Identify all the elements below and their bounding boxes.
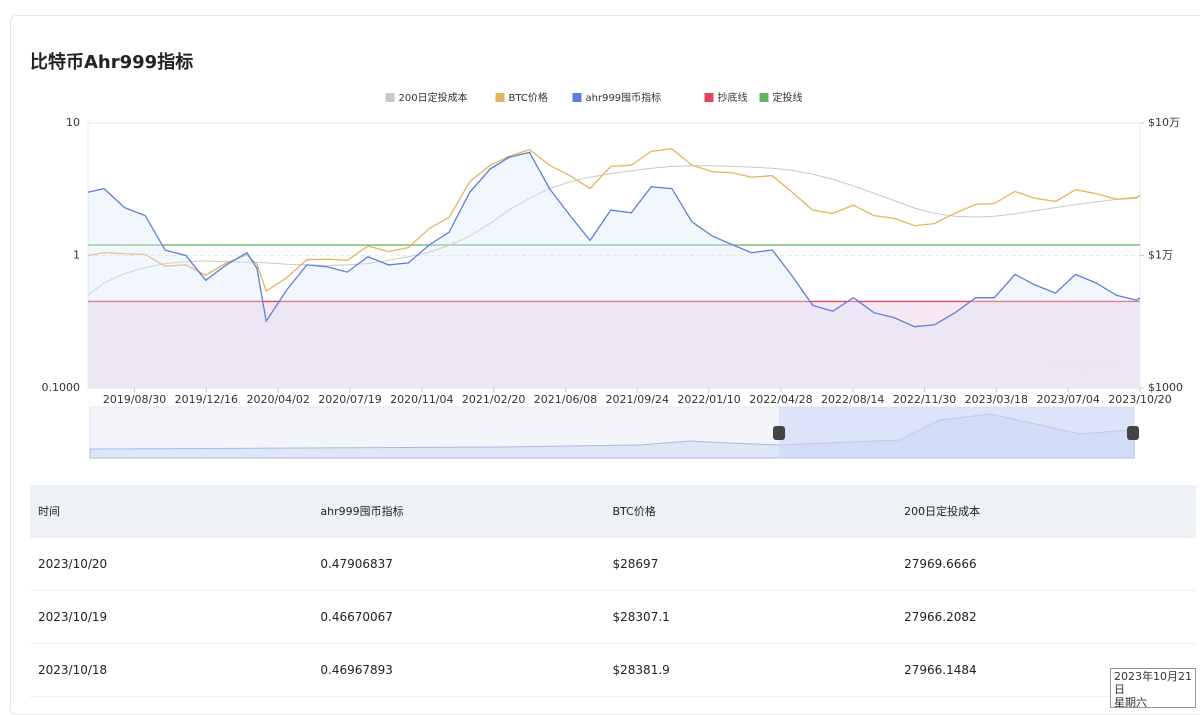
y2-tick-label: $1万 — [1148, 249, 1173, 262]
legend-swatch — [572, 93, 582, 102]
x-tick-label: 2020/07/19 — [318, 393, 381, 406]
data-table: 时间 ahr999囤币指标 BTC价格 200日定投成本 2023/10/20 0.47… — [30, 485, 1196, 697]
x-tick-label: 2023/03/18 — [965, 393, 1028, 406]
y-tick-label: 1 — [73, 249, 80, 262]
slider-handle[interactable] — [773, 426, 785, 440]
tooltip-weekday: 星期六 — [1114, 696, 1147, 709]
table-header: 时间 ahr999囤币指标 BTC价格 200日定投成本 — [30, 485, 1196, 538]
y-tick-label: 10 — [66, 116, 80, 129]
area — [88, 152, 1140, 388]
legend-label: 抄底线 — [718, 91, 748, 104]
x-tick-label: 2023/10/20 — [1108, 393, 1171, 406]
x-tick-label: 2021/02/20 — [462, 393, 525, 406]
table-cell: 27969.6666 — [896, 537, 1196, 591]
tooltip-date: 2023年10月21日 — [1114, 670, 1192, 696]
zone-below — [88, 301, 1140, 388]
page-title: 比特币Ahr999指标 — [30, 52, 194, 73]
table-cell: $28381.9 — [604, 643, 897, 697]
series-line — [87, 148, 1141, 292]
table-row: 2023/10/20 0.47906837 $28697 27969.6666 — [30, 537, 1196, 591]
x-tick-label: 2021/06/08 — [534, 393, 597, 406]
series-line — [87, 165, 1141, 296]
x-tick-label: 2022/04/28 — [749, 393, 812, 406]
chart: coinglass 0.1000110$1000$1万$10万2019/08/3… — [42, 91, 1183, 459]
slider-handle[interactable] — [1127, 426, 1139, 440]
y-tick-label: 0.1000 — [42, 381, 81, 394]
x-tick-label: 2019/12/16 — [175, 393, 238, 406]
table-row: 2023/10/19 0.46670067 $28307.1 27966.2082 — [30, 590, 1196, 644]
table-cell: 2023/10/19 — [30, 590, 313, 644]
date-tooltip: 2023年10月21日 星期六 — [1110, 668, 1196, 709]
legend-swatch — [759, 93, 769, 102]
x-tick-label: 2021/09/24 — [606, 393, 669, 406]
page: 比特币Ahr999指标 coinglass 0.1000110$1000$1万$… — [10, 15, 1200, 715]
slider-window[interactable] — [779, 407, 1134, 458]
legend-label: ahr999囤币指标 — [586, 91, 662, 104]
table-cell: 2023/10/18 — [30, 643, 313, 697]
table-cell: 200日定投成本 — [896, 485, 1196, 538]
table-cell: 时间 — [30, 485, 313, 538]
table-cell: ahr999囤币指标 — [312, 485, 605, 538]
legend-label: 200日定投成本 — [399, 91, 468, 104]
x-tick-label: 2020/04/02 — [246, 393, 309, 406]
legend-swatch — [385, 93, 395, 102]
legend-swatch — [495, 93, 505, 102]
table-cell: 0.46670067 — [312, 590, 605, 644]
table-cell: BTC价格 — [604, 485, 897, 538]
table-cell: 0.46967893 — [312, 643, 605, 697]
x-tick-label: 2023/07/04 — [1036, 393, 1099, 406]
table-cell: 2023/10/20 — [30, 537, 313, 591]
x-tick-label: 2020/11/04 — [390, 393, 453, 406]
x-tick-label: 2022/11/30 — [893, 393, 956, 406]
table-cell: $28697 — [604, 537, 897, 591]
table-cell: 27966.2082 — [896, 590, 1196, 644]
table-cell: 0.47906837 — [312, 537, 605, 591]
y2-tick-label: $10万 — [1148, 116, 1180, 129]
series-line — [87, 151, 1141, 328]
x-tick-label: 2022/08/14 — [821, 393, 884, 406]
legend-label: 定投线 — [773, 91, 803, 104]
table-cell: $28307.1 — [604, 590, 897, 644]
legend-swatch — [704, 93, 714, 102]
y2-tick-label: $1000 — [1148, 381, 1183, 394]
table-row: 2023/10/18 0.46967893 $28381.9 27966.1484 — [30, 643, 1196, 697]
legend-label: BTC价格 — [509, 91, 548, 104]
x-tick-label: 2022/01/10 — [677, 393, 740, 406]
x-tick-label: 2019/08/30 — [103, 393, 166, 406]
